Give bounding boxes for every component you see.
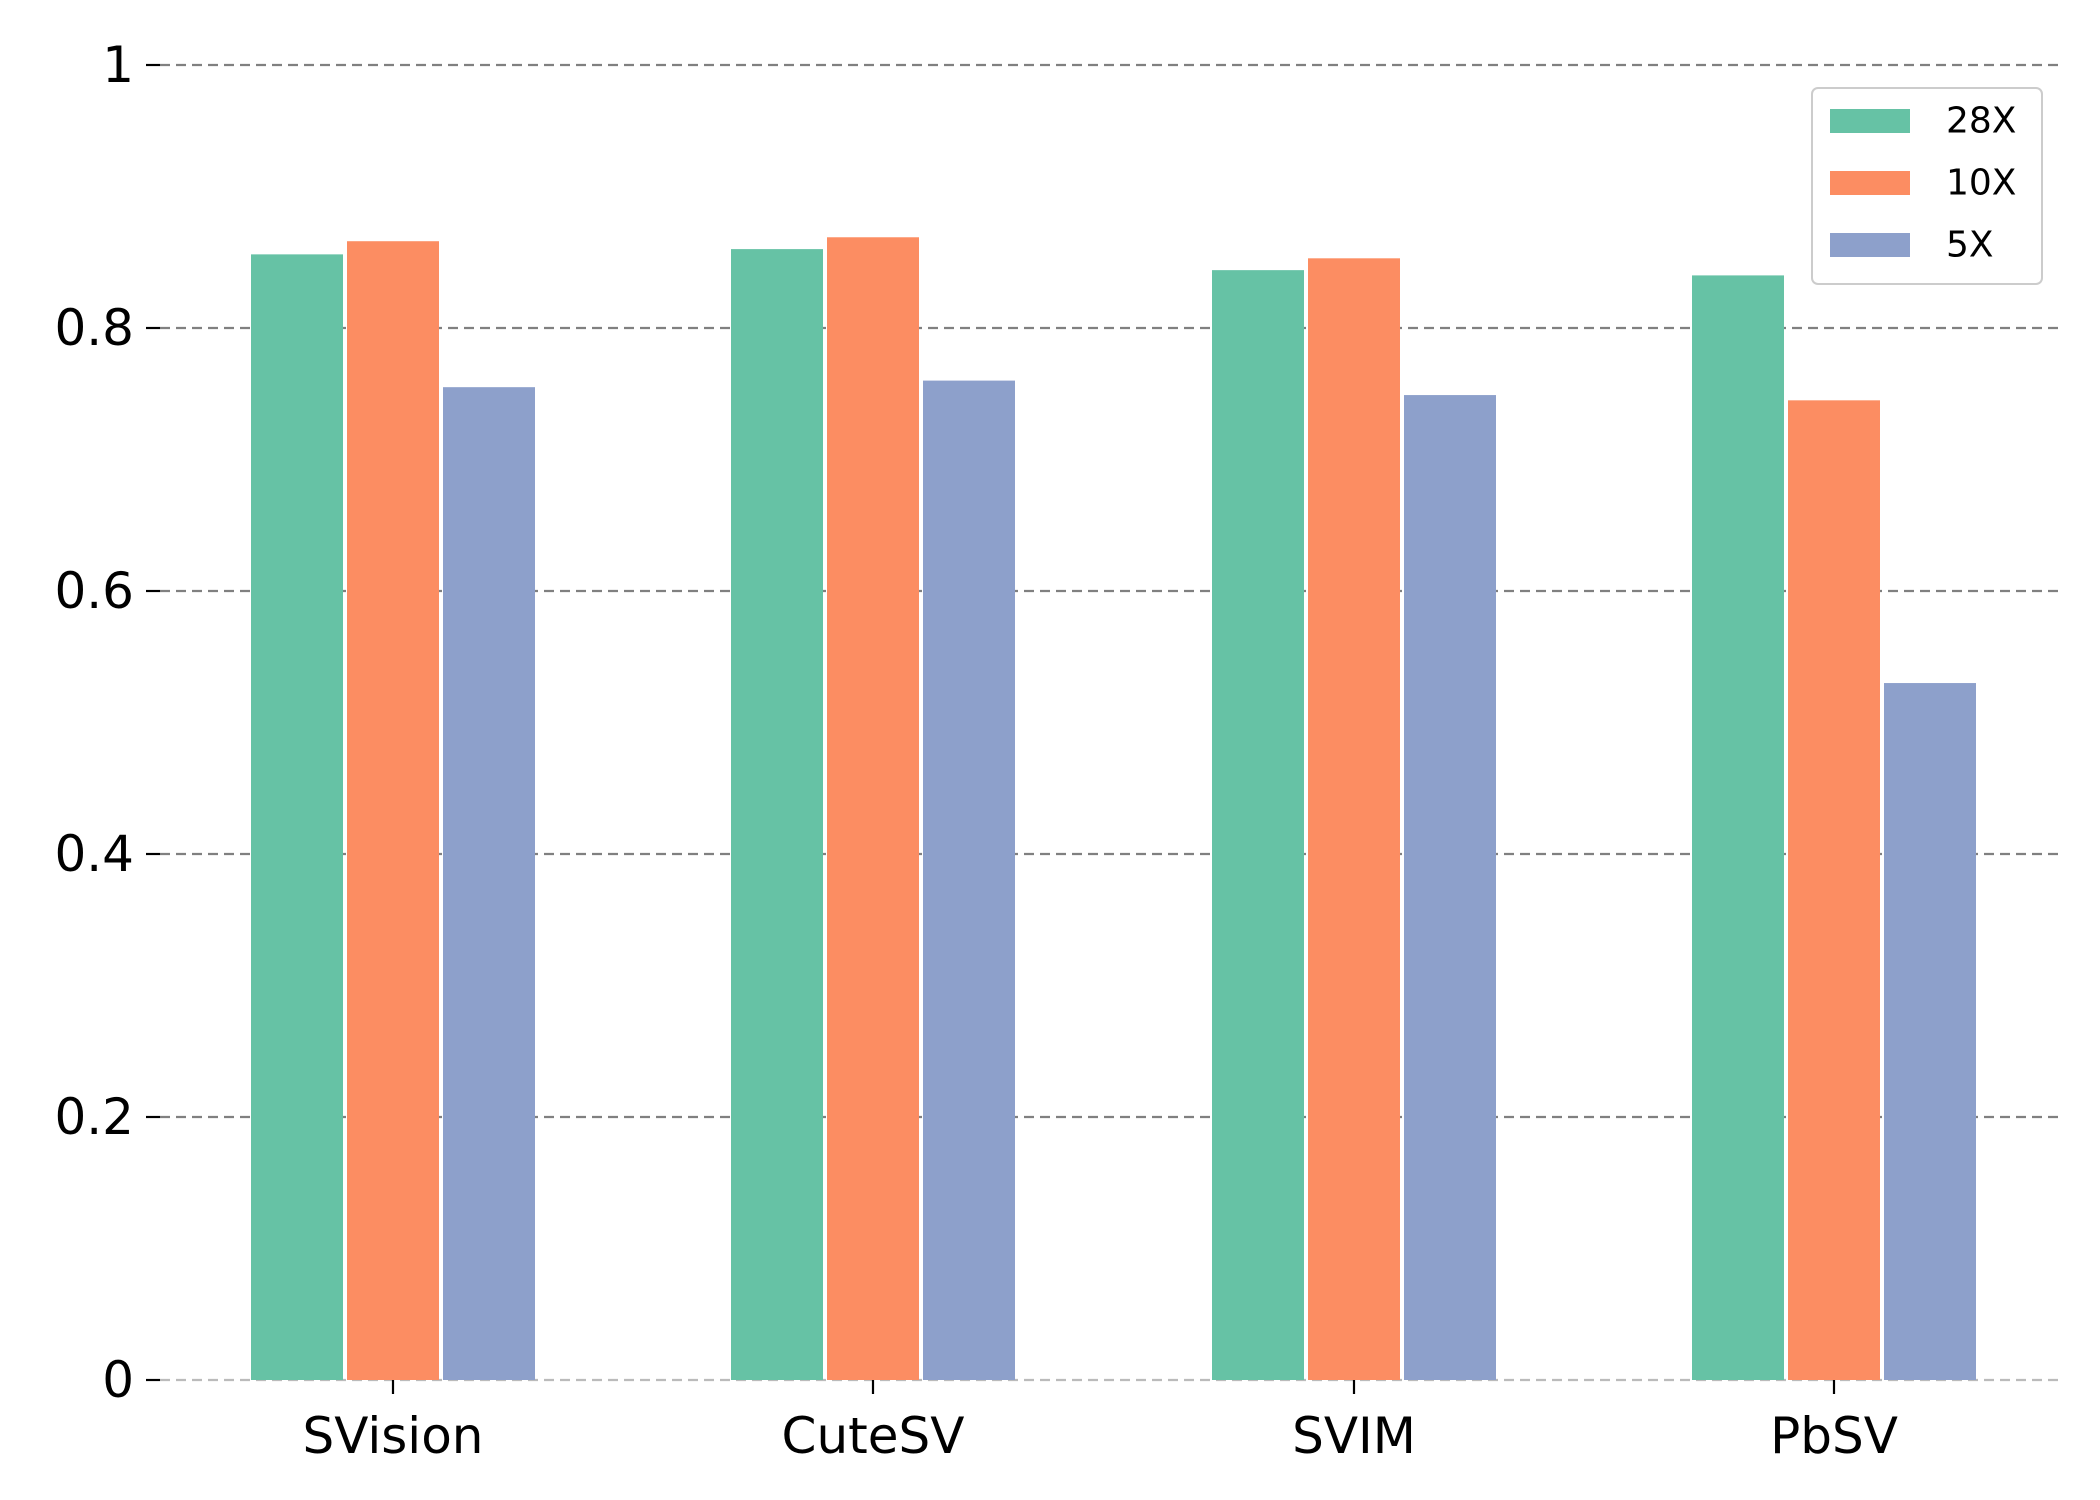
bar-svision-10x [347,241,439,1381]
grid-lines [160,63,2060,1382]
bar-pbsv-5x [1884,683,1976,1380]
y-axis: 0 0.2 0.4 0.6 0.8 1 [54,36,160,1409]
bar-svision-5x [443,387,535,1380]
y-tick-label: 0.4 [54,825,134,883]
bar-pbsv-10x [1788,400,1880,1380]
legend: 28X 10X 5X [1811,87,2043,285]
y-tick-label: 0.8 [54,299,134,357]
legend-swatch-28x [1830,109,1910,133]
bar-cutesv-5x [923,380,1015,1381]
bar-svision-28x [251,254,343,1381]
y-tick-label: 0.6 [54,562,134,620]
y-tick-label: 0.2 [54,1088,134,1146]
bar-svim-10x [1308,258,1400,1381]
bar-svim-28x [1212,270,1304,1380]
bar-cutesv-28x [731,249,823,1381]
x-tick-label: CuteSV [782,1407,965,1465]
legend-swatch-10x [1830,171,1910,195]
x-tick-label: SVision [303,1407,484,1465]
legend-swatch-5x [1830,233,1910,257]
legend-label-10x: 10X [1946,163,2016,204]
legend-label-5x: 5X [1946,225,1994,266]
y-tick-label: 0 [102,1351,134,1409]
bars [251,237,1976,1381]
bar-cutesv-10x [827,237,919,1380]
x-tick-label: SVIM [1292,1407,1416,1465]
bar-pbsv-28x [1692,275,1784,1380]
legend-label-28x: 28X [1946,101,2016,142]
x-axis: SVision CuteSV SVIM PbSV [303,1380,1898,1465]
bar-svim-5x [1404,395,1496,1380]
x-tick-label: PbSV [1770,1407,1898,1465]
y-tick-label: 1 [102,36,134,94]
